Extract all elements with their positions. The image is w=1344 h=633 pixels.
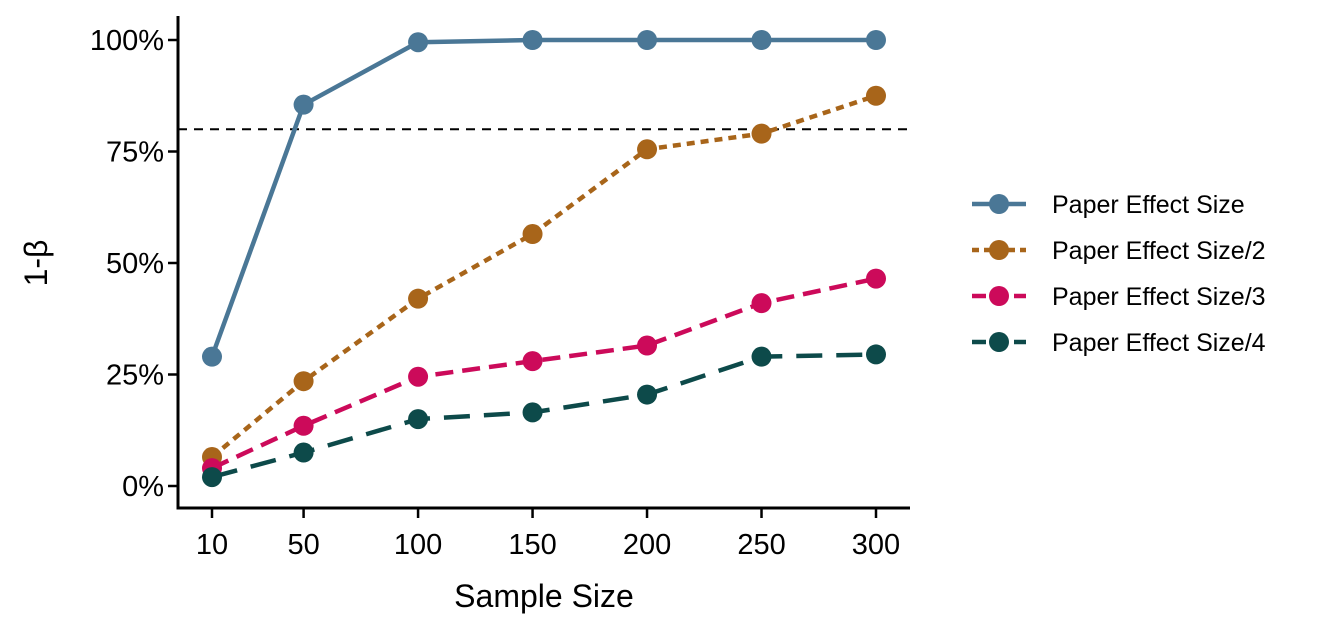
legend-swatch-marker	[989, 194, 1009, 214]
data-point	[202, 467, 222, 488]
x-tick-label: 100	[394, 529, 442, 561]
series-4	[202, 344, 886, 488]
data-point	[751, 293, 772, 314]
legend-label: Paper Effect Size/4	[1052, 329, 1266, 357]
legend-label: Paper Effect Size/2	[1052, 237, 1266, 265]
y-tick-label: 50%	[106, 248, 164, 280]
data-point	[522, 402, 543, 423]
y-tick-label: 0%	[122, 471, 164, 503]
data-point	[408, 409, 429, 430]
x-tick-label: 250	[737, 529, 785, 561]
series-line	[210, 93, 877, 459]
data-point	[751, 123, 772, 144]
legend-label: Paper Effect Size/3	[1052, 283, 1266, 311]
data-point	[522, 351, 543, 372]
y-tick-label: 75%	[106, 137, 164, 169]
data-point	[293, 442, 314, 463]
legend-item: Paper Effect Size	[972, 191, 1245, 219]
y-axis: 0% 25% 50% 75% 100%	[90, 16, 180, 508]
series-line	[209, 37, 876, 358]
x-tick-label: 50	[287, 529, 319, 561]
data-point	[866, 268, 886, 289]
y-tick-label: 25%	[106, 360, 164, 392]
legend-item: Paper Effect Size/3	[972, 283, 1266, 311]
data-point	[637, 335, 658, 356]
legend-label: Paper Effect Size	[1052, 191, 1245, 219]
data-point	[866, 85, 886, 106]
legend-swatch-marker	[989, 332, 1009, 352]
legend-swatch-marker	[989, 240, 1009, 260]
x-tick-label: 10	[196, 529, 228, 561]
legend: Paper Effect Size Paper Effect Size/2 Pape…	[972, 191, 1266, 357]
legend-item: Paper Effect Size/2	[972, 237, 1266, 265]
x-tick-label: 200	[623, 529, 671, 561]
x-axis: 10 50 100 150 200 250 300	[176, 506, 910, 561]
data-point	[637, 30, 658, 50]
data-point	[293, 415, 314, 436]
plot-series	[202, 30, 886, 488]
legend-swatch-marker	[989, 286, 1009, 306]
series-1	[202, 30, 886, 367]
data-point	[408, 288, 429, 309]
y-tick-label: 100%	[90, 25, 164, 57]
data-point	[866, 30, 886, 50]
data-point	[866, 344, 886, 365]
y-axis-title: 1-β	[18, 240, 54, 287]
data-point	[637, 384, 658, 405]
data-point	[637, 139, 658, 160]
data-point	[293, 94, 314, 115]
x-axis-title: Sample Size	[454, 578, 634, 614]
data-point	[751, 30, 772, 50]
data-point	[408, 366, 429, 387]
data-point	[202, 346, 222, 367]
legend-item: Paper Effect Size/4	[972, 329, 1266, 357]
data-point	[522, 30, 543, 50]
x-tick-label: 300	[852, 529, 900, 561]
data-point	[293, 371, 314, 392]
data-point	[522, 224, 543, 245]
x-tick-label: 150	[508, 529, 556, 561]
data-point	[408, 32, 429, 53]
data-point	[751, 346, 772, 367]
